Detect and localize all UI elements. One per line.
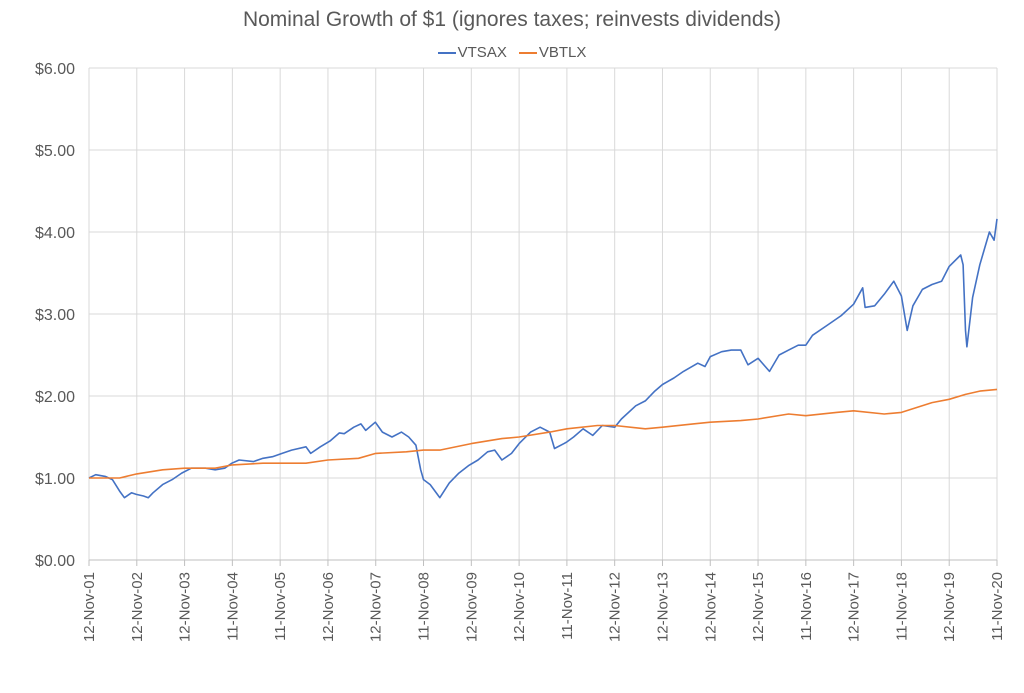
y-tick-label: $2.00 xyxy=(35,389,75,406)
series-line-vtsax xyxy=(88,218,998,499)
x-tick-label: 11-Nov-11 xyxy=(559,572,576,640)
x-tick-label: 11-Nov-18 xyxy=(893,572,910,641)
y-tick-label: $5.00 xyxy=(35,143,75,160)
x-tick-label: 12-Nov-02 xyxy=(129,572,146,642)
x-tick-label: 12-Nov-12 xyxy=(607,572,624,642)
chart-title: Nominal Growth of $1 (ignores taxes; rei… xyxy=(242,8,782,31)
x-tick-label: 12-Nov-09 xyxy=(463,572,480,642)
y-tick-label: $4.00 xyxy=(35,225,75,242)
y-tick-label: $0.00 xyxy=(35,553,75,570)
x-tick-label: 12-Nov-07 xyxy=(368,572,385,642)
y-tick-label: $1.00 xyxy=(35,471,75,488)
x-tick-label: 12-Nov-14 xyxy=(702,572,719,642)
y-tick-label: $6.00 xyxy=(35,61,75,78)
legend-label: VTSAX xyxy=(457,44,507,61)
x-tick-label: 12-Nov-06 xyxy=(320,572,337,642)
legend-swatch xyxy=(518,52,537,55)
x-tick-label: 11-Nov-16 xyxy=(798,572,815,641)
x-tick-label: 12-Nov-13 xyxy=(654,572,671,642)
legend-item-vtsax: VTSAX xyxy=(437,44,507,61)
series-line-vbtlx xyxy=(89,388,998,479)
legend-item-vbtlx: VBTLX xyxy=(518,44,587,61)
x-tick-label: 11-Nov-05 xyxy=(272,572,289,641)
x-tick-label: 11-Nov-20 xyxy=(989,572,1006,641)
x-tick-label: 12-Nov-19 xyxy=(941,572,958,642)
x-tick-label: 12-Nov-15 xyxy=(750,572,767,642)
x-tick-label: 12-Nov-17 xyxy=(846,572,863,642)
legend: VTSAX VBTLX xyxy=(0,44,1024,61)
x-tick-label: 12-Nov-10 xyxy=(511,572,528,642)
x-tick-label: 12-Nov-03 xyxy=(177,572,194,642)
x-tick-label: 11-Nov-04 xyxy=(224,572,241,641)
x-tick-label: 11-Nov-08 xyxy=(416,572,433,641)
y-tick-label: $3.00 xyxy=(35,307,75,324)
legend-label: VBTLX xyxy=(538,44,587,61)
x-tick-label: 12-Nov-01 xyxy=(81,572,98,642)
legend-swatch xyxy=(437,52,456,55)
